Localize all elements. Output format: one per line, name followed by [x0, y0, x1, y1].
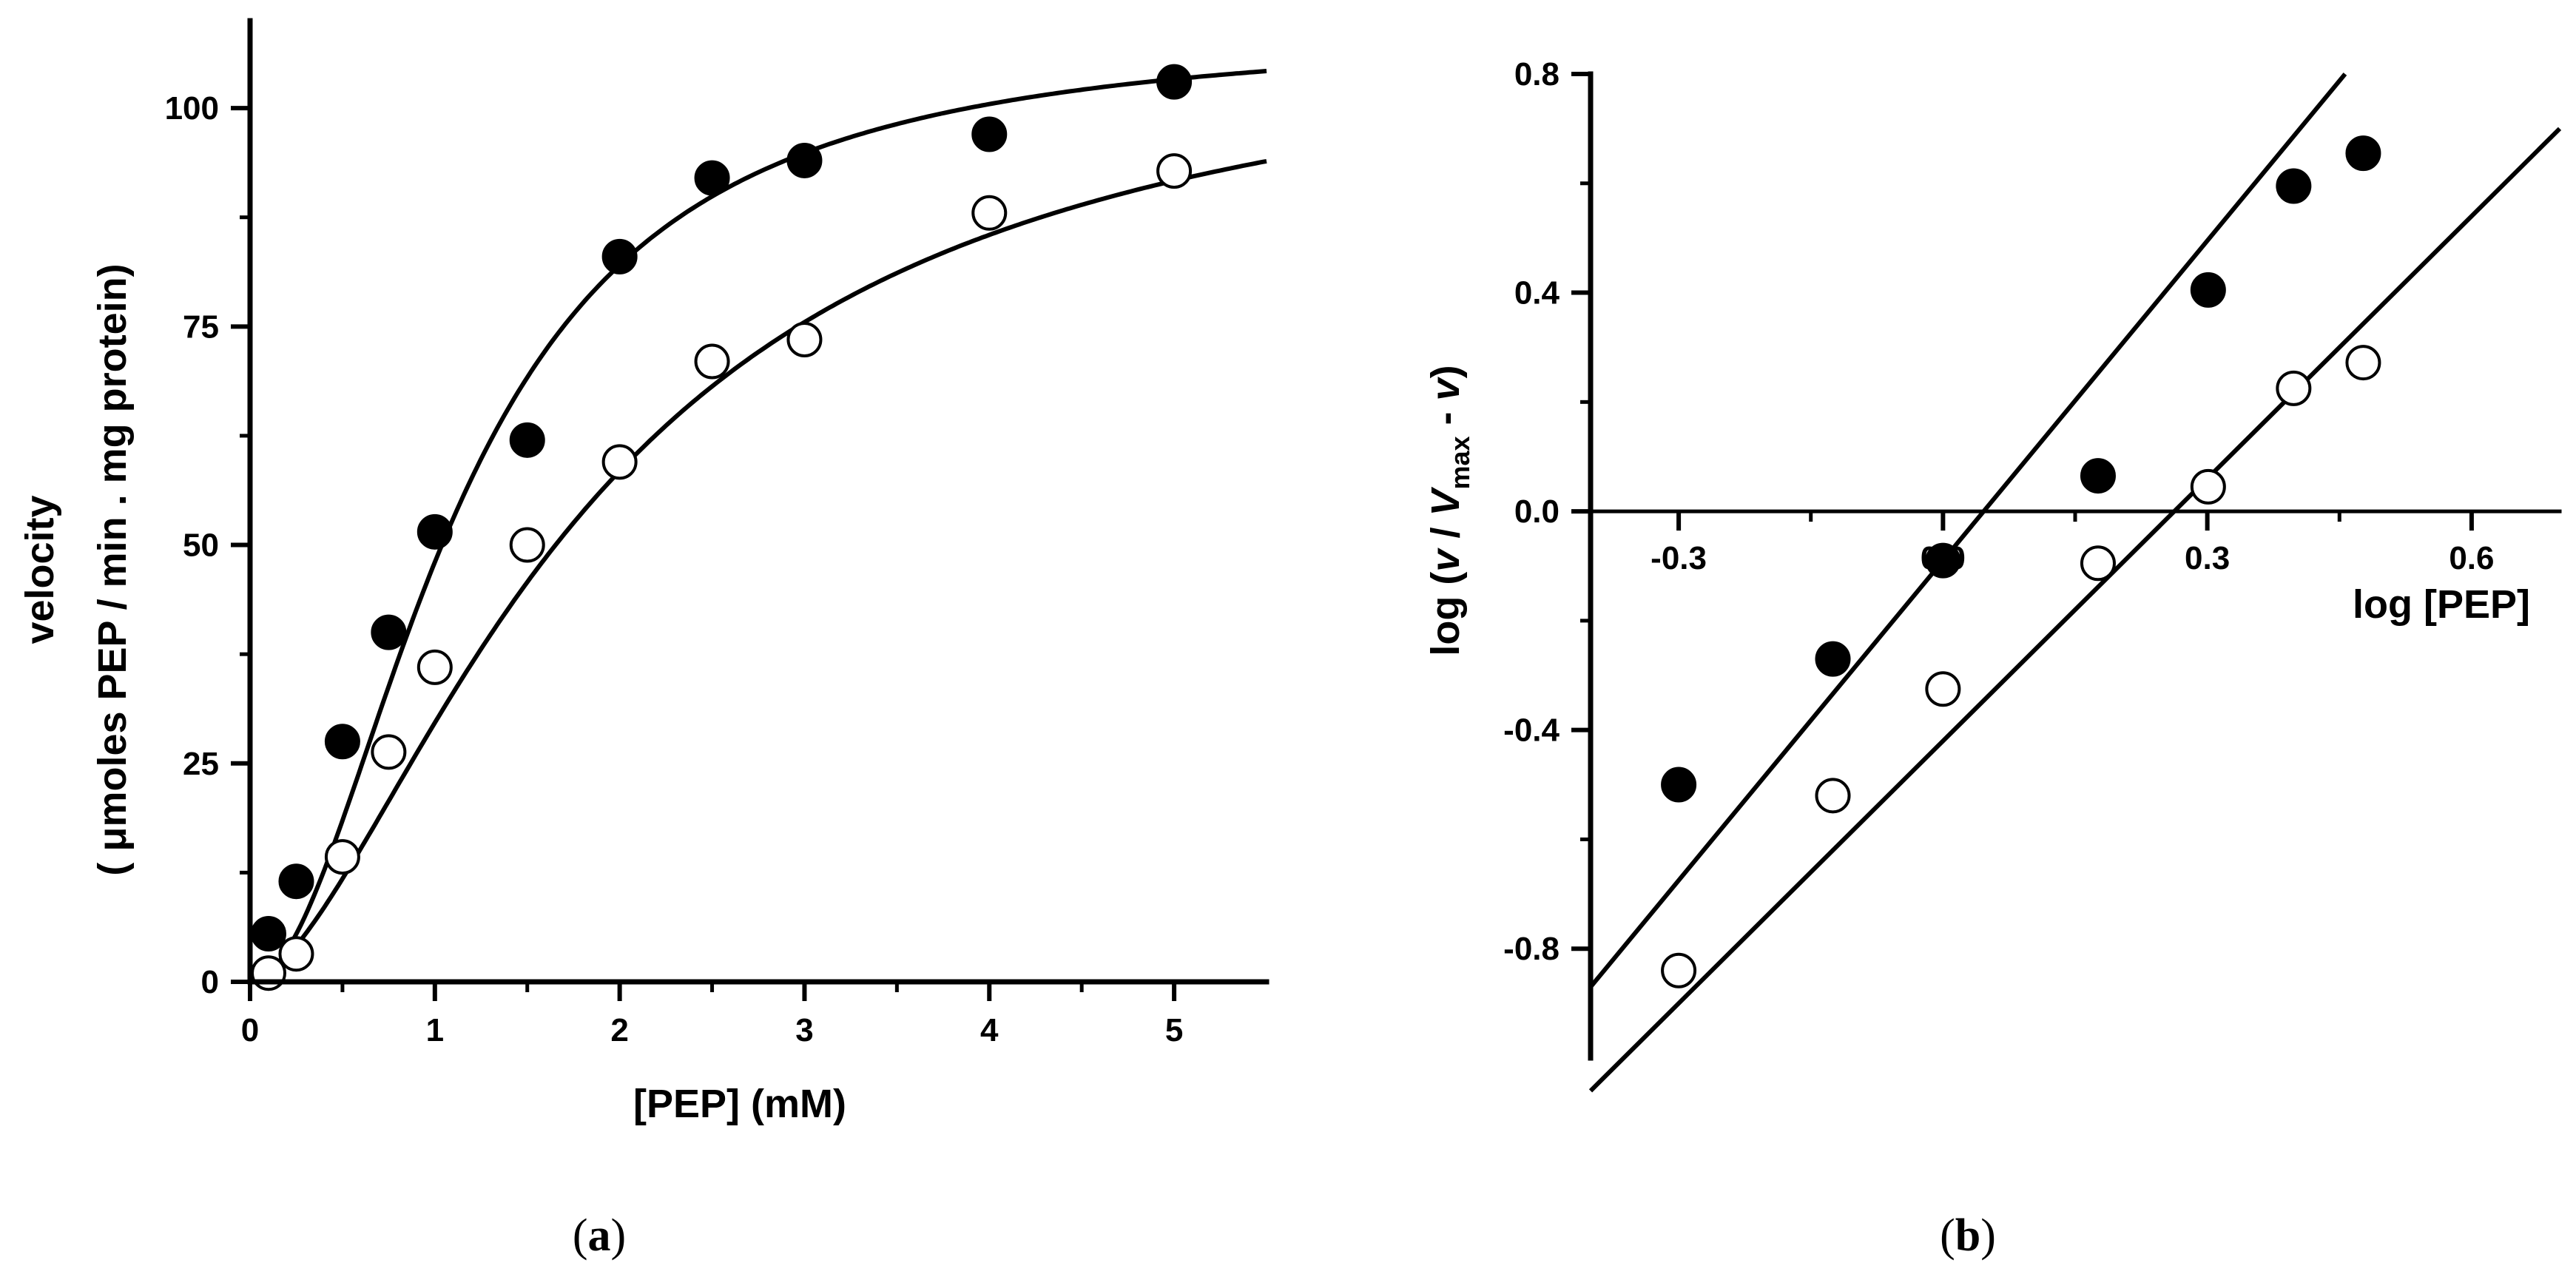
- a-x-tick-label: 3: [795, 1012, 813, 1048]
- a-x-tick-label: 1: [426, 1012, 444, 1048]
- a-point-open: [250, 955, 286, 991]
- b-y-tick-label: 0.8: [1514, 56, 1560, 92]
- a-y-ticks: 0 25 50 75 100: [165, 90, 250, 1000]
- a-point-open: [509, 527, 545, 563]
- a-point-open: [971, 195, 1008, 231]
- a-y-tick-label: 75: [183, 309, 219, 345]
- a-point-filled: [601, 238, 638, 274]
- b-y-tick-label: -0.4: [1503, 713, 1560, 749]
- a-point-filled: [250, 916, 286, 952]
- b-x-tick-label: 0.0: [1921, 540, 1966, 576]
- a-x-tick-label: 5: [1165, 1012, 1183, 1048]
- a-y-tick-label: 50: [183, 528, 219, 564]
- b-point-open: [2276, 370, 2312, 406]
- b-y-axis-title: log (v / Vmax - v): [1423, 365, 1475, 656]
- b-point-filled: [1925, 542, 1961, 579]
- a-fit-curve-filled: [249, 69, 1267, 984]
- panel-b: -0.3 0.0 0.3 0.6 0.8 0.4 0.0 -0.4 -0.8 log [PEP…: [1423, 56, 2562, 1261]
- a-y-tick-label: 25: [183, 746, 219, 782]
- a-x-tick-label: 2: [610, 1012, 628, 1048]
- a-point-filled: [971, 116, 1008, 152]
- a-x-axis-title: [PEP] (mM): [633, 1082, 846, 1126]
- a-x-tick-label: 0: [241, 1012, 259, 1048]
- a-point-open: [601, 444, 638, 480]
- b-point-filled: [2080, 458, 2116, 494]
- b-point-filled: [2345, 135, 2381, 172]
- b-fit-line-open: [1588, 127, 2562, 1093]
- a-point-open: [371, 734, 407, 770]
- a-data-points: [250, 64, 1193, 991]
- a-point-open: [694, 343, 730, 380]
- b-y-tick-label: 0.4: [1514, 275, 1560, 311]
- b-point-open: [2190, 468, 2226, 505]
- b-point-open: [1661, 952, 1697, 988]
- a-point-open: [1156, 153, 1193, 189]
- b-x-tick-label: -0.3: [1651, 540, 1707, 576]
- b-y-tick-label: -0.8: [1503, 931, 1560, 967]
- b-x-tick-label: 0.6: [2449, 540, 2494, 576]
- b-point-open: [1925, 671, 1961, 707]
- b-point-open: [2345, 345, 2381, 381]
- a-point-open: [278, 936, 314, 972]
- b-point-filled: [1815, 641, 1851, 677]
- b-fit-line-filled: [1588, 73, 2347, 988]
- b-point-filled: [2190, 272, 2226, 308]
- a-point-filled: [694, 160, 730, 196]
- a-point-filled: [324, 724, 360, 760]
- b-fit-lines: [1588, 73, 2562, 1093]
- b-data-points: [1661, 135, 2381, 988]
- a-point-filled: [417, 513, 453, 550]
- a-point-filled: [278, 863, 314, 900]
- a-y-tick-label: 0: [201, 964, 219, 1000]
- a-point-open: [324, 839, 360, 875]
- b-x-tick-label: 0.3: [2185, 540, 2230, 576]
- b-point-open: [1815, 778, 1851, 814]
- a-fit-curves: [249, 69, 1267, 984]
- a-caption: (a): [573, 1210, 626, 1261]
- a-y-axis-title-line2: ( μmoles PEP / min . mg protein): [90, 263, 135, 875]
- a-point-filled: [1156, 64, 1193, 100]
- panel-a: 0 1 2 3 4 5 0 25 50 75 100 [PEP] (mM) velocity ( …: [18, 18, 1270, 1261]
- a-y-tick-label: 100: [165, 90, 219, 127]
- b-caption: (b): [1940, 1210, 1996, 1261]
- b-point-filled: [1661, 767, 1697, 803]
- a-point-filled: [371, 614, 407, 650]
- a-fit-curve-open: [249, 158, 1267, 984]
- a-point-open: [786, 322, 823, 358]
- b-point-filled: [2276, 168, 2312, 204]
- a-point-filled: [786, 142, 823, 178]
- b-point-open: [2080, 545, 2116, 582]
- b-y-ticks: 0.8 0.4 0.0 -0.4 -0.8: [1503, 56, 1591, 967]
- a-point-open: [417, 649, 453, 685]
- b-y-tick-label: 0.0: [1514, 494, 1560, 530]
- a-x-tick-label: 4: [980, 1012, 999, 1048]
- b-x-ticks: -0.3 0.0 0.3 0.6: [1651, 511, 2494, 576]
- a-point-filled: [509, 422, 545, 458]
- a-x-ticks: 0 1 2 3 4 5: [241, 982, 1183, 1048]
- b-x-axis-title: log [PEP]: [2353, 582, 2530, 627]
- a-y-axis-title-line1: velocity: [18, 495, 62, 644]
